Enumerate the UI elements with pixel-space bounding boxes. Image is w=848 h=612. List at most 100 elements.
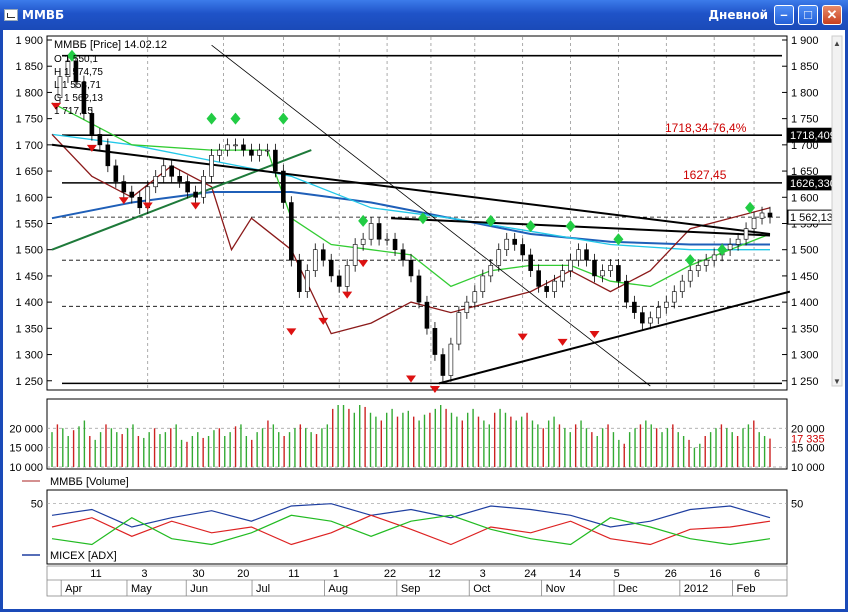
candle-body bbox=[576, 249, 581, 261]
candle-body bbox=[57, 76, 63, 98]
candle-body bbox=[448, 343, 454, 376]
adx-legend: MICEX [ADX] bbox=[50, 550, 117, 562]
candle-body bbox=[544, 286, 549, 292]
minimize-icon: – bbox=[780, 7, 788, 22]
adx-series-line bbox=[51, 514, 771, 546]
x-axis-month-label: Apr bbox=[65, 583, 82, 595]
price-ytick-right-label: 1 500 bbox=[791, 245, 819, 257]
close-button[interactable]: ✕ bbox=[822, 5, 842, 25]
candle-body bbox=[161, 165, 166, 177]
trend-line bbox=[211, 44, 651, 387]
trend-line bbox=[438, 290, 791, 385]
candle-body bbox=[113, 165, 119, 182]
x-axis-month-label: Aug bbox=[328, 583, 348, 595]
candle-body bbox=[568, 259, 573, 271]
price-ytick-left-label: 1 450 bbox=[15, 271, 43, 283]
candle-body bbox=[496, 249, 502, 266]
fractal-down-marker bbox=[557, 338, 568, 346]
price-ytick-left-label: 1 250 bbox=[15, 376, 43, 388]
fractal-up-marker bbox=[278, 112, 289, 125]
candle-body bbox=[624, 280, 629, 303]
x-axis-month-label: Oct bbox=[473, 583, 490, 595]
candle-body bbox=[265, 149, 270, 152]
x-axis-day-label: 3 bbox=[480, 568, 486, 580]
candle-body bbox=[424, 301, 430, 329]
x-axis-day-label: 5 bbox=[614, 568, 620, 580]
title-bar[interactable]: ММВБ Дневной – □ ✕ bbox=[0, 0, 848, 30]
candle-body bbox=[65, 60, 71, 77]
candle-body bbox=[273, 149, 278, 172]
price-ytick-right-label: 1 800 bbox=[791, 87, 819, 99]
fractal-down-marker bbox=[142, 202, 153, 210]
maximize-button[interactable]: □ bbox=[798, 5, 818, 25]
fractal-up-marker bbox=[685, 254, 696, 267]
price-ytick-right-label: 1 400 bbox=[791, 297, 819, 309]
price-legend-close: C 1 562,13 bbox=[54, 93, 103, 104]
candle-body bbox=[584, 249, 589, 261]
candle-body bbox=[759, 212, 765, 219]
x-axis-month-label: May bbox=[131, 583, 152, 595]
x-axis-month-label: Jun bbox=[190, 583, 208, 595]
price-value-marker-label: 1 562,13 bbox=[790, 212, 833, 224]
volume-ytick-left: 15 000 bbox=[9, 443, 43, 455]
candle-body bbox=[217, 149, 222, 156]
candle-body bbox=[352, 244, 358, 266]
volume-ytick-left: 10 000 bbox=[9, 462, 43, 474]
candle-body bbox=[209, 155, 214, 177]
candle-body bbox=[137, 196, 143, 209]
price-panel[interactable]: 1 900 1 850 1 800 1 750 1 700 1 650 1 600 1 550… bbox=[15, 35, 836, 393]
candle-body bbox=[336, 275, 342, 287]
adx-panel[interactable]: 50 50 bbox=[31, 489, 804, 565]
candle-body bbox=[632, 301, 637, 313]
fractal-down-marker bbox=[406, 375, 416, 383]
volume-panel[interactable]: 20 000 20 000 15 000 15 000 10 000 10 000 17 … bbox=[9, 398, 825, 474]
price-indicator-line bbox=[51, 102, 771, 288]
fractal-down-marker bbox=[358, 260, 369, 268]
price-ytick-right-label: 1 450 bbox=[791, 271, 819, 283]
candle-body bbox=[289, 202, 294, 261]
candle-body bbox=[552, 280, 557, 292]
candle-body bbox=[257, 149, 262, 156]
candle-body bbox=[560, 270, 565, 282]
candle-body bbox=[464, 301, 470, 313]
candle-body bbox=[97, 134, 103, 146]
candle-body bbox=[89, 113, 95, 135]
price-ytick-right-label: 1 600 bbox=[791, 192, 819, 204]
candle-body bbox=[408, 259, 414, 277]
candle-body bbox=[616, 265, 621, 282]
candle-body bbox=[185, 181, 190, 193]
adx-series-line bbox=[51, 503, 771, 528]
fractal-up-marker bbox=[717, 243, 728, 256]
x-axis-month-label: Dec bbox=[618, 583, 638, 595]
adx-ytick-right: 50 bbox=[791, 499, 803, 511]
window-title: ММВБ bbox=[22, 8, 65, 22]
candle-body bbox=[743, 228, 749, 240]
price-ytick-left-label: 1 650 bbox=[15, 166, 43, 178]
minimize-button[interactable]: – bbox=[774, 5, 794, 25]
x-axis-month-label: 2012 bbox=[684, 583, 708, 595]
svg-text:▼: ▼ bbox=[833, 377, 841, 386]
candle-body bbox=[241, 144, 246, 151]
candle-body bbox=[640, 312, 645, 324]
candle-body bbox=[225, 144, 230, 151]
fib-level-label-76: 1718,34-76,4% bbox=[665, 121, 747, 135]
price-ytick-left-label: 1 500 bbox=[15, 245, 43, 257]
volume-ytick-right: 10 000 bbox=[791, 462, 825, 474]
volume-legend: ММВБ [Volume] bbox=[50, 476, 129, 488]
fractal-up-marker bbox=[206, 112, 217, 125]
candle-body bbox=[735, 238, 741, 245]
candle-body bbox=[679, 280, 685, 292]
candle-body bbox=[656, 307, 661, 319]
fractal-up-marker bbox=[485, 214, 496, 227]
price-indicator-line bbox=[51, 133, 771, 335]
x-axis-day-label: 14 bbox=[569, 568, 581, 580]
x-axis-day-label: 30 bbox=[192, 568, 204, 580]
x-axis-day-label: 20 bbox=[237, 568, 249, 580]
candle-body bbox=[695, 265, 701, 271]
candle-body bbox=[169, 165, 174, 177]
price-ytick-right-label: 1 850 bbox=[791, 61, 819, 73]
vertical-scrollbar[interactable]: ▲ ▼ bbox=[831, 35, 843, 387]
candle-body bbox=[512, 238, 518, 245]
